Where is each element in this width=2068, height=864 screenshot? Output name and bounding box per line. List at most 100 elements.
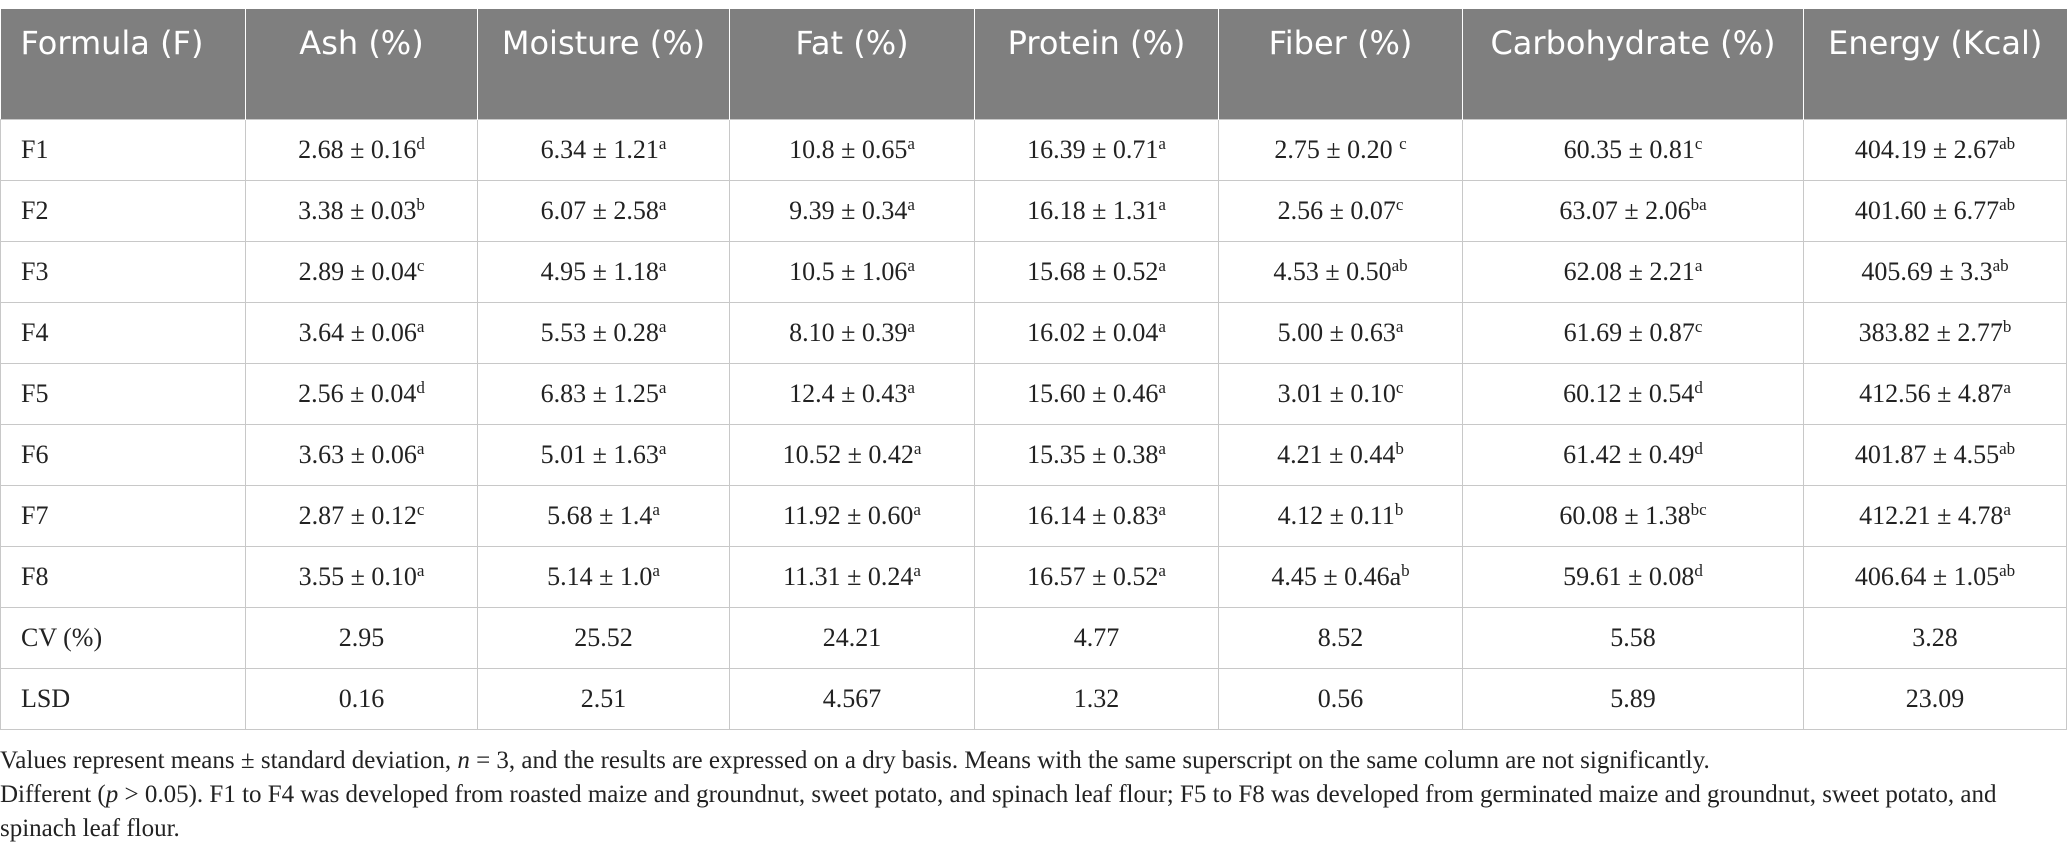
table-header-row: Formula (F) Ash (%) Moisture (%) Fat (%)…: [0, 9, 2067, 119]
table-cell: 412.21 ± 4.78a: [1803, 484, 2067, 547]
row-label: F7: [0, 484, 246, 547]
table-cell: 4.45 ± 0.46ab: [1218, 545, 1463, 608]
table-row: F8 3.55 ± 0.10a 5.14 ± 1.0a 11.31 ± 0.24a 16…: [0, 545, 2067, 608]
row-label: F8: [0, 545, 246, 608]
table-cell: 4.77: [974, 606, 1219, 669]
table-cell: 3.63 ± 0.06a: [245, 423, 478, 486]
significance-superscript: a: [907, 194, 915, 214]
significance-superscript: ab: [1391, 255, 1408, 275]
cell-value: 3.01 ± 0.10: [1277, 378, 1396, 408]
cell-value: 9.39 ± 0.34: [789, 195, 908, 225]
cell-value: 24.21: [822, 622, 882, 652]
significance-superscript: d: [416, 377, 425, 397]
table-cell: 25.52: [477, 606, 730, 669]
table-cell: 383.82 ± 2.77b: [1803, 301, 2067, 364]
significance-superscript: a: [652, 560, 660, 580]
table-row: F1 2.68 ± 0.16d 6.34 ± 1.21a 10.8 ± 0.65a 16…: [0, 118, 2067, 181]
row-label: F1: [0, 118, 246, 181]
cell-value: 16.57 ± 0.52: [1027, 561, 1159, 591]
significance-superscript: a: [658, 133, 667, 153]
cell-value: 2.89 ± 0.04: [298, 256, 417, 286]
significance-superscript: a: [652, 499, 660, 519]
cell-value: 62.08 ± 2.21: [1563, 256, 1695, 286]
significance-superscript: c: [416, 255, 425, 275]
table-cell: 6.07 ± 2.58a: [477, 179, 730, 242]
significance-superscript: c: [1694, 133, 1703, 153]
significance-superscript: a: [658, 438, 667, 458]
significance-superscript: a: [2003, 499, 2011, 519]
table-cell: 5.01 ± 1.63a: [477, 423, 730, 486]
significance-superscript: a: [658, 377, 667, 397]
significance-superscript: a: [658, 194, 667, 214]
table-row: F6 3.63 ± 0.06a 5.01 ± 1.63a 10.52 ± 0.42a 1…: [0, 423, 2067, 486]
table-cell: 4.12 ± 0.11b: [1218, 484, 1463, 547]
row-label: F4: [0, 301, 246, 364]
table-cell: 8.10 ± 0.39a: [729, 301, 975, 364]
table-row: F5 2.56 ± 0.04d 6.83 ± 1.25a 12.4 ± 0.43a 15…: [0, 362, 2067, 425]
table-cell: 62.08 ± 2.21a: [1462, 240, 1804, 303]
table-cell: 6.83 ± 1.25a: [477, 362, 730, 425]
cell-value: 401.87 ± 4.55: [1854, 439, 2000, 469]
table-row: LSD 0.16 2.51 4.567 1.32 0.56 5.89 23.09: [0, 667, 2067, 730]
table-row: F2 3.38 ± 0.03b 6.07 ± 2.58a 9.39 ± 0.34a 16…: [0, 179, 2067, 242]
cell-value: 404.19 ± 2.67: [1854, 134, 2000, 164]
significance-superscript: a: [416, 316, 425, 336]
table-cell: 3.55 ± 0.10a: [245, 545, 478, 608]
cell-value: 5.58: [1610, 622, 1656, 652]
table-cell: 2.56 ± 0.04d: [245, 362, 478, 425]
table-cell: 10.8 ± 0.65a: [729, 118, 975, 181]
cell-value: 60.35 ± 0.81: [1563, 134, 1695, 164]
cell-value: 401.60 ± 6.77: [1854, 195, 2000, 225]
significance-superscript: a: [1158, 499, 1166, 519]
table-row: F4 3.64 ± 0.06a 5.53 ± 0.28a 8.10 ± 0.39a 16…: [0, 301, 2067, 364]
significance-superscript: d: [1694, 560, 1703, 580]
significance-superscript: d: [416, 133, 425, 153]
table-cell: 15.35 ± 0.38a: [974, 423, 1219, 486]
nutrient-composition-table: Formula (F) Ash (%) Moisture (%) Fat (%)…: [0, 9, 2067, 730]
row-label: F6: [0, 423, 246, 486]
column-header-protein: Protein (%): [974, 9, 1219, 119]
table-cell: 4.95 ± 1.18a: [477, 240, 730, 303]
table-cell: 405.69 ± 3.3ab: [1803, 240, 2067, 303]
table-cell: 15.60 ± 0.46a: [974, 362, 1219, 425]
cell-value: 15.60 ± 0.46: [1027, 378, 1159, 408]
significance-superscript: a: [907, 316, 915, 336]
significance-superscript: d: [1694, 377, 1703, 397]
table-cell: 404.19 ± 2.67ab: [1803, 118, 2067, 181]
cell-value: 383.82 ± 2.77: [1858, 317, 2003, 347]
cell-value: 61.42 ± 0.49: [1563, 439, 1695, 469]
table-row: F3 2.89 ± 0.04c 4.95 ± 1.18a 10.5 ± 1.06a 15…: [0, 240, 2067, 303]
significance-superscript: a: [1158, 316, 1166, 336]
cell-value: 15.68 ± 0.52: [1027, 256, 1159, 286]
significance-superscript: a: [1158, 560, 1166, 580]
table-cell: 9.39 ± 0.34a: [729, 179, 975, 242]
cell-value: 0.16: [338, 683, 385, 713]
cell-value: 405.69 ± 3.3: [1861, 256, 1993, 286]
significance-superscript: ba: [1690, 194, 1707, 214]
significance-superscript: a: [913, 438, 922, 458]
table-cell: 2.56 ± 0.07c: [1218, 179, 1463, 242]
cell-value: 11.31 ± 0.24: [783, 561, 914, 591]
table-cell: 3.64 ± 0.06a: [245, 301, 478, 364]
table-cell: 16.57 ± 0.52a: [974, 545, 1219, 608]
cell-value: 2.87 ± 0.12: [298, 500, 417, 530]
table-cell: 5.00 ± 0.63a: [1218, 301, 1463, 364]
significance-superscript: b: [2002, 316, 2012, 336]
cell-value: 5.01 ± 1.63: [540, 439, 659, 469]
column-header-moisture: Moisture (%): [477, 9, 730, 119]
significance-superscript: a: [416, 560, 425, 580]
table-cell: 16.14 ± 0.83a: [974, 484, 1219, 547]
row-label: LSD: [0, 667, 246, 730]
significance-superscript: c: [416, 499, 425, 519]
cell-value: 11.92 ± 0.60: [783, 500, 914, 530]
significance-superscript: a: [1158, 438, 1166, 458]
cell-value: 60.08 ± 1.38: [1559, 500, 1691, 530]
column-header-fat: Fat (%): [729, 9, 975, 119]
significance-superscript: ab: [1999, 560, 2016, 580]
table-cell: 4.53 ± 0.50ab: [1218, 240, 1463, 303]
table-cell: 2.95: [245, 606, 478, 669]
cell-value: 16.39 ± 0.71: [1027, 134, 1159, 164]
significance-superscript: b: [416, 194, 425, 214]
significance-superscript: ab: [1999, 133, 2016, 153]
table-cell: 5.58: [1462, 606, 1804, 669]
